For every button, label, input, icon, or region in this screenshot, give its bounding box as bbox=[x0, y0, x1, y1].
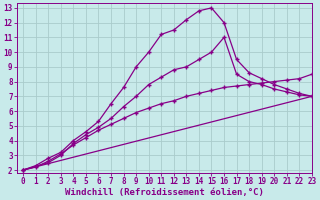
X-axis label: Windchill (Refroidissement éolien,°C): Windchill (Refroidissement éolien,°C) bbox=[65, 188, 264, 197]
